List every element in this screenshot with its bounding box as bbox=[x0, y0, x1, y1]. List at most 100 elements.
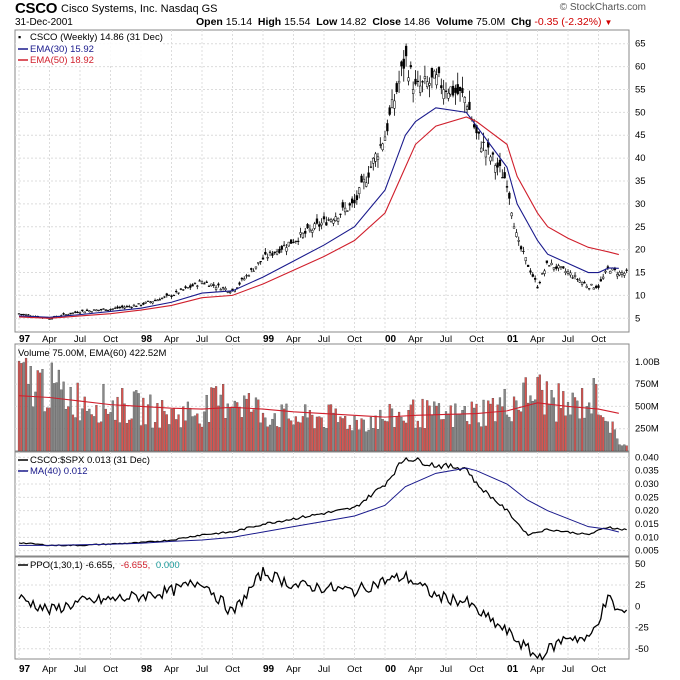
candle-body bbox=[552, 267, 556, 270]
candle-body bbox=[376, 156, 380, 160]
time-tick-label: 97 bbox=[19, 334, 31, 345]
candle-body bbox=[280, 245, 283, 250]
y-tick-label: 750M bbox=[635, 379, 659, 390]
volume-bar bbox=[219, 394, 222, 452]
volume-bar bbox=[430, 415, 434, 452]
relative-legend-label: CSCO:$SPX 0.013 (31 Dec) bbox=[30, 455, 150, 466]
volume-label: Volume bbox=[435, 16, 474, 28]
volume-bar bbox=[496, 404, 499, 452]
volume-bar bbox=[123, 403, 126, 452]
volume-bar bbox=[491, 398, 495, 452]
candle-body bbox=[299, 232, 302, 235]
volume-bar bbox=[477, 422, 480, 452]
volume-bar bbox=[264, 417, 267, 452]
volume-bar bbox=[388, 403, 391, 452]
candle-body bbox=[491, 152, 495, 155]
volume-bar bbox=[400, 416, 403, 452]
volume-bar bbox=[306, 417, 309, 452]
candle-body bbox=[247, 275, 251, 277]
candle-body bbox=[426, 81, 429, 88]
volume-bar bbox=[151, 427, 154, 452]
candle-body bbox=[440, 85, 443, 89]
volume-bar bbox=[383, 420, 387, 452]
volume-bar bbox=[423, 428, 426, 452]
candle-body bbox=[273, 251, 276, 254]
close-label: Close bbox=[372, 16, 401, 28]
candle-body bbox=[353, 200, 356, 204]
candle-body bbox=[484, 150, 488, 158]
candle-body bbox=[346, 210, 349, 212]
candle-body bbox=[355, 195, 358, 201]
volume-bar bbox=[170, 409, 173, 452]
candle-body bbox=[351, 198, 354, 204]
volume-bar bbox=[114, 419, 117, 452]
candle-body bbox=[519, 246, 523, 250]
volume-bar bbox=[351, 430, 354, 452]
volume-bar bbox=[552, 397, 556, 452]
candle-body bbox=[165, 293, 168, 296]
candle-body bbox=[372, 158, 375, 164]
volume-bar bbox=[358, 429, 361, 452]
volume-bar bbox=[95, 405, 98, 452]
candle-body bbox=[412, 89, 415, 94]
low-value: 14.82 bbox=[340, 16, 367, 28]
candle-body bbox=[609, 270, 612, 274]
volume-bar bbox=[205, 394, 208, 452]
open-value: 15.14 bbox=[225, 16, 253, 28]
candle-body bbox=[409, 65, 412, 68]
candle-body bbox=[367, 172, 370, 178]
candle-body bbox=[465, 106, 469, 110]
candle-body bbox=[597, 285, 600, 288]
candle-body bbox=[404, 45, 408, 57]
volume-bar bbox=[346, 429, 349, 452]
candle-body bbox=[308, 228, 312, 232]
y-tick-label: 50 bbox=[635, 559, 646, 570]
time-tick-label: Oct bbox=[469, 664, 484, 675]
chg-label: Chg bbox=[511, 16, 532, 28]
candle-body bbox=[214, 287, 218, 290]
candle-body bbox=[590, 283, 593, 286]
company-label: Cisco Systems, Inc. bbox=[61, 3, 158, 15]
candle-body bbox=[311, 229, 314, 233]
candle-body bbox=[287, 241, 290, 247]
candle-body bbox=[458, 87, 462, 91]
candle-body bbox=[400, 61, 403, 67]
volume-bar bbox=[142, 397, 145, 452]
candle-body bbox=[114, 307, 117, 309]
candle-body bbox=[515, 232, 518, 237]
time-tick-label: Oct bbox=[347, 664, 362, 675]
volume-bar bbox=[311, 414, 314, 452]
candle-body bbox=[562, 266, 565, 269]
candle-body bbox=[69, 312, 72, 315]
company-name: Cisco Systems, Inc. Nasdaq GS bbox=[61, 3, 218, 15]
volume-bar bbox=[238, 406, 241, 452]
open-label: Open bbox=[196, 16, 223, 28]
candle-body bbox=[229, 291, 232, 294]
candle-body bbox=[123, 306, 126, 309]
volume-bar bbox=[128, 419, 131, 452]
candle-body bbox=[498, 159, 502, 166]
volume-bar bbox=[353, 415, 356, 452]
high-label: High bbox=[257, 16, 282, 28]
volume-bar bbox=[85, 411, 89, 452]
candle-body bbox=[240, 277, 244, 280]
volume-bar bbox=[527, 402, 530, 452]
candle-body bbox=[388, 107, 391, 115]
candle-body bbox=[137, 303, 140, 305]
volume-bar bbox=[285, 403, 288, 452]
candle-body bbox=[318, 224, 321, 227]
volume-bar bbox=[466, 421, 469, 452]
volume-bar bbox=[541, 389, 544, 452]
candle-body bbox=[116, 306, 119, 309]
volume-bar bbox=[172, 407, 175, 452]
candle-body bbox=[512, 226, 516, 229]
candle-body bbox=[428, 83, 431, 86]
time-tick-label: Apr bbox=[286, 334, 301, 345]
volume-bar bbox=[175, 419, 178, 452]
candle-body bbox=[397, 80, 401, 84]
candle-body bbox=[282, 244, 286, 247]
volume-bar bbox=[365, 431, 368, 452]
ticker-symbol: CSCO bbox=[15, 0, 58, 17]
volume-bar bbox=[137, 393, 140, 452]
volume-bar bbox=[339, 416, 342, 452]
